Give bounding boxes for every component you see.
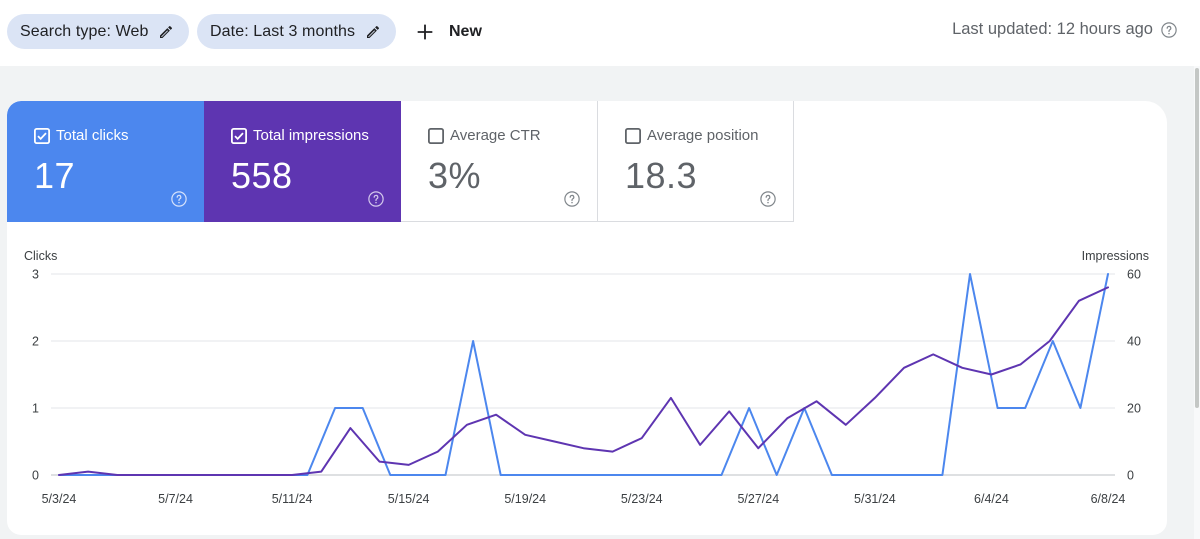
y-right-tick-label: 40	[1127, 335, 1141, 349]
help-icon[interactable]	[1160, 21, 1178, 39]
date-label: Date: Last 3 months	[210, 22, 356, 40]
metric-value: 558	[231, 155, 293, 196]
x-tick-label: 6/4/24	[974, 492, 1009, 506]
x-tick-label: 5/11/24	[272, 492, 313, 506]
metric-tile-total-clicks[interactable]: Total clicks 17	[7, 101, 204, 222]
new-label: New	[449, 22, 482, 40]
x-tick-label: 6/8/24	[1091, 492, 1126, 506]
series-line-impressions	[58, 286, 1109, 476]
search-type-label: Search type: Web	[20, 22, 149, 40]
metric-value: 18.3	[625, 155, 698, 196]
y-left-axis-title: Clicks	[24, 249, 57, 263]
y-right-axis-title: Impressions	[1082, 249, 1149, 263]
y-left-tick-label: 1	[32, 402, 39, 416]
y-right-tick-label: 60	[1127, 268, 1141, 282]
metric-label: Total impressions	[253, 127, 369, 144]
series-lines	[58, 273, 1109, 476]
checkbox-checked-icon[interactable]	[34, 128, 50, 144]
y-right-tick-label: 20	[1127, 402, 1141, 416]
metric-tile-average-ctr[interactable]: Average CTR 3%	[401, 101, 598, 222]
x-tick-label: 5/15/24	[388, 492, 430, 506]
y-left-tick-label: 2	[32, 335, 39, 349]
metric-tile-average-position[interactable]: Average position 18.3	[598, 101, 794, 222]
y-left-tick-label: 0	[32, 469, 39, 483]
y-right-tick-label: 0	[1127, 469, 1134, 483]
x-tick-label: 5/23/24	[621, 492, 663, 506]
filter-bar: Search type: Web Date: Last 3 months New…	[0, 0, 1200, 66]
x-tick-labels: 5/3/24 5/7/24 5/11/24 5/15/24 5/19/24 5/23/24…	[42, 492, 1126, 506]
help-icon[interactable]	[367, 190, 385, 208]
metric-tile-total-impressions[interactable]: Total impressions 558	[204, 101, 401, 222]
y-left-tick-labels: 0 1 2 3	[32, 268, 39, 483]
y-right-tick-labels: 0 20 40 60	[1127, 268, 1141, 483]
x-tick-label: 5/7/24	[158, 492, 193, 506]
x-tick-label: 5/27/24	[737, 492, 779, 506]
performance-card: Total clicks 17 Total impressions 558 Av…	[7, 101, 1167, 535]
metric-value: 17	[34, 155, 76, 196]
pencil-icon	[160, 25, 173, 38]
metric-label: Average CTR	[450, 127, 541, 144]
metric-value: 3%	[428, 155, 482, 196]
checkbox-unchecked-icon[interactable]	[428, 128, 444, 144]
checkbox-checked-icon[interactable]	[231, 128, 247, 144]
metric-label: Total clicks	[56, 127, 129, 144]
search-type-chip[interactable]: Search type: Web	[7, 14, 189, 49]
checkbox-unchecked-icon[interactable]	[625, 128, 641, 144]
plus-icon	[417, 24, 433, 39]
date-chip[interactable]: Date: Last 3 months	[197, 14, 396, 49]
scrollbar-thumb[interactable]	[1195, 68, 1199, 408]
help-icon[interactable]	[759, 190, 777, 208]
series-line-clicks	[58, 273, 1109, 476]
last-updated: Last updated: 12 hours ago	[952, 20, 1178, 39]
last-updated-text: Last updated: 12 hours ago	[952, 20, 1153, 38]
x-tick-label: 5/31/24	[854, 492, 896, 506]
pencil-icon	[367, 25, 380, 38]
help-icon[interactable]	[563, 190, 581, 208]
x-tick-label: 5/3/24	[42, 492, 77, 506]
help-icon[interactable]	[170, 190, 188, 208]
x-tick-label: 5/19/24	[504, 492, 546, 506]
metric-label: Average position	[647, 127, 759, 144]
y-left-tick-label: 3	[32, 268, 39, 282]
new-filter-button[interactable]: New	[414, 14, 482, 49]
